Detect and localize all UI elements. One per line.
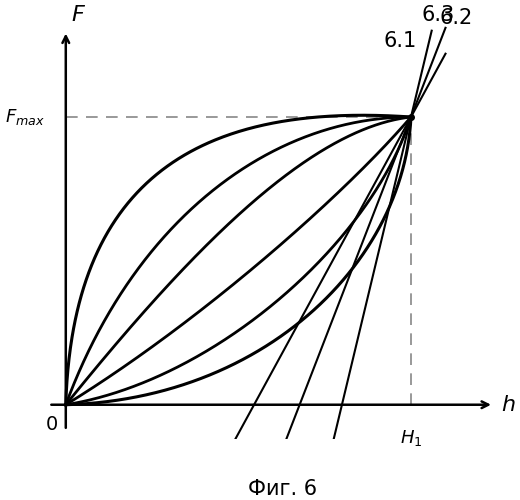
Text: $F_{max}$: $F_{max}$ bbox=[5, 107, 45, 127]
Text: F: F bbox=[71, 5, 84, 25]
Text: h: h bbox=[501, 394, 515, 414]
Text: 6.3: 6.3 bbox=[422, 5, 455, 25]
Text: 6.2: 6.2 bbox=[439, 8, 473, 28]
Text: 0: 0 bbox=[46, 416, 58, 434]
Text: Фиг. 6: Фиг. 6 bbox=[248, 480, 317, 500]
Text: $H_1$: $H_1$ bbox=[400, 428, 422, 448]
Text: 6.1: 6.1 bbox=[384, 31, 417, 51]
